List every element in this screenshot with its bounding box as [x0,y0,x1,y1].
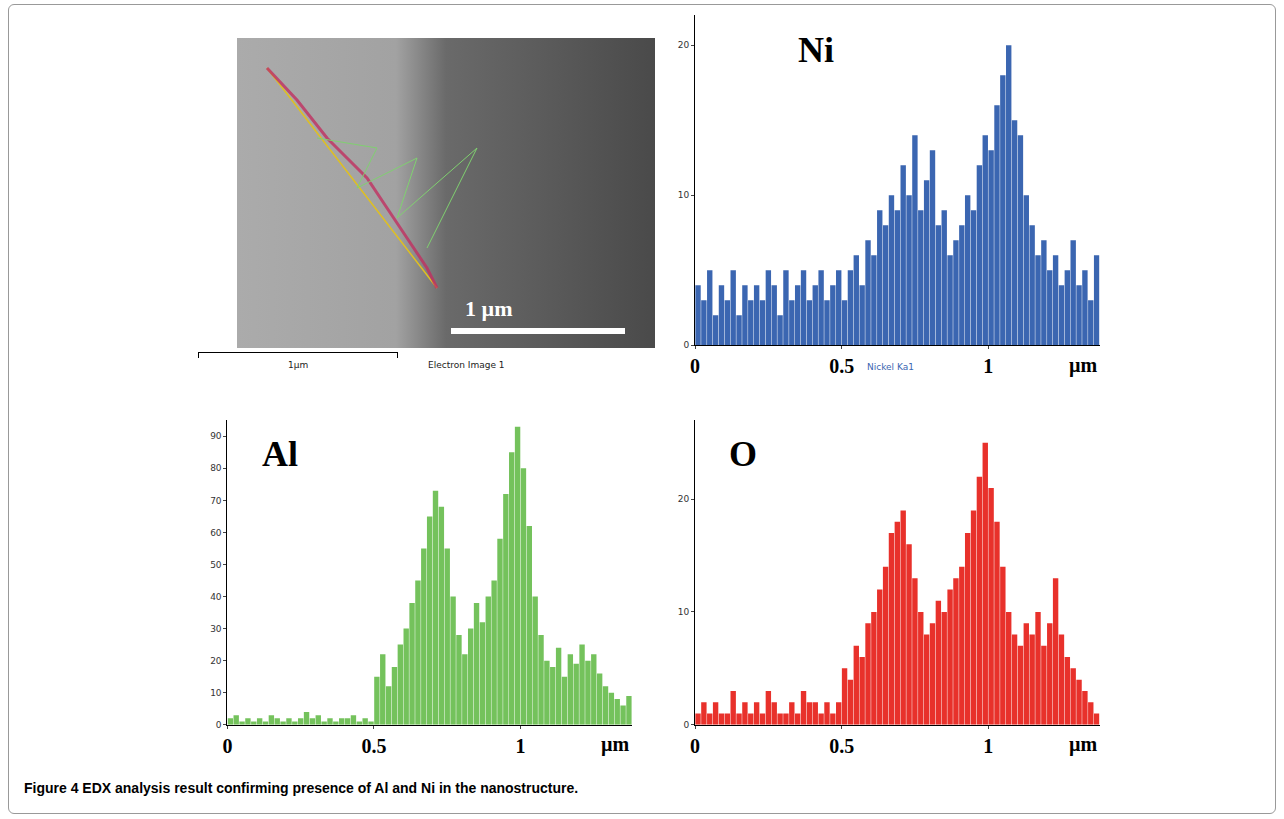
svg-text:0: 0 [222,735,232,757]
svg-text:µm: µm [1069,733,1098,756]
svg-text:µm: µm [601,733,630,756]
svg-text:10: 10 [678,190,690,200]
svg-text:80: 80 [210,463,222,473]
html-text:Electron Image 1: Electron Image 1 [428,360,505,370]
svg-text:0: 0 [684,340,690,350]
svg-text:10: 10 [678,607,690,617]
svg-text:0: 0 [684,720,690,730]
svg-text:0.5: 0.5 [829,355,854,377]
svg-text:0.5: 0.5 [361,735,386,757]
svg-text:0.5: 0.5 [829,735,854,757]
svg-text:O: O [729,434,757,474]
html-text:1µm: 1µm [288,360,309,370]
svg-text:20: 20 [210,656,222,666]
svg-text:0: 0 [690,735,700,757]
svg-text:0: 0 [216,720,222,730]
html-text:Figure 4 EDX analysis result c: Figure 4 EDX analysis result confirming … [24,780,579,796]
svg-text:1: 1 [516,735,526,757]
svg-text:20: 20 [678,494,690,504]
svg-text:40: 40 [210,592,222,602]
svg-text:70: 70 [210,496,222,506]
svg-text:50: 50 [210,560,222,570]
svg-text:90: 90 [210,431,222,441]
svg-text:1: 1 [983,735,993,757]
svg-text:µm: µm [1069,354,1098,377]
svg-text:1: 1 [983,355,993,377]
svg-text:60: 60 [210,528,222,538]
svg-text:10: 10 [210,688,222,698]
svg-text:30: 30 [210,624,222,634]
svg-text:Ni: Ni [798,30,834,70]
svg-text:1 µm: 1 µm [465,296,513,321]
svg-text:0: 0 [690,355,700,377]
svg-text:20: 20 [678,40,690,50]
svg-text:Al: Al [262,434,298,474]
svg-text:Nickel Ka1: Nickel Ka1 [867,362,914,372]
